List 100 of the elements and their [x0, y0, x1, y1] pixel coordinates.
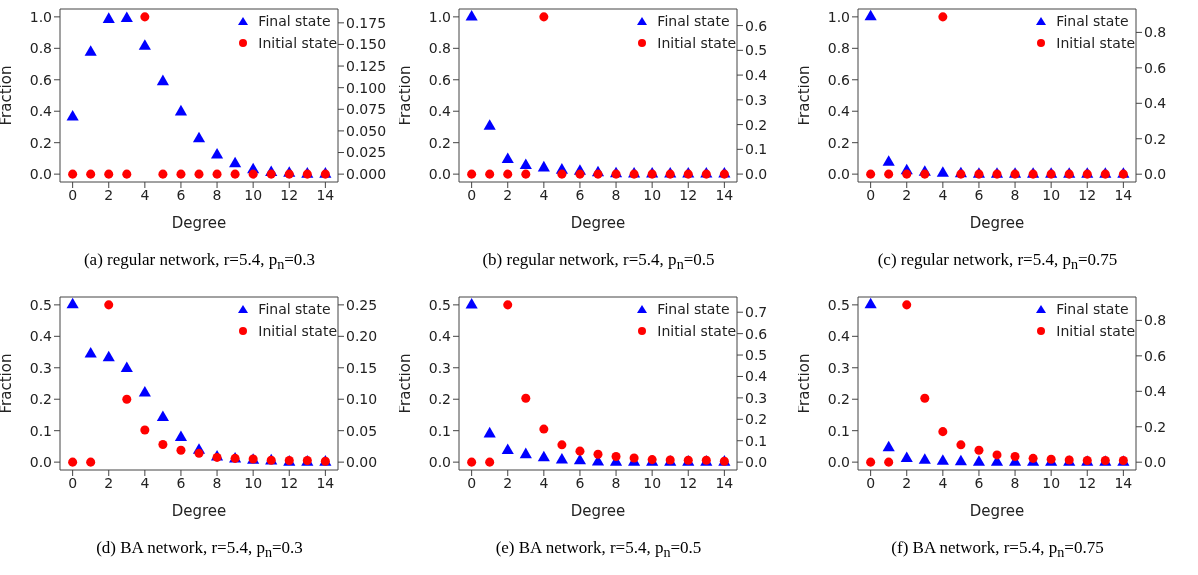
y2-tick-label: 0.0	[745, 453, 768, 470]
point	[66, 110, 79, 121]
x-axis-title: Degree	[171, 501, 227, 520]
x-axis-title: Degree	[171, 214, 227, 232]
point	[902, 299, 912, 309]
point	[954, 454, 967, 465]
point	[120, 11, 133, 23]
legend-label: Final state	[258, 12, 331, 31]
point	[557, 439, 567, 449]
point	[483, 426, 496, 437]
y2-tick-label: 0.0	[745, 166, 768, 183]
y2-tick-label: 0.15	[346, 359, 378, 376]
point	[68, 457, 78, 467]
x-tick-label: 14	[1114, 474, 1133, 491]
point	[120, 360, 133, 372]
point	[140, 425, 150, 435]
x-tick-label: 2	[104, 186, 114, 203]
y-tick-label: 0.2	[428, 134, 451, 151]
y-tick-label: 0.3	[428, 359, 451, 376]
point	[192, 131, 206, 143]
y2-tick-label: 0.6	[745, 17, 768, 34]
point	[593, 449, 603, 459]
y-tick-label: 0.2	[428, 390, 451, 407]
point	[104, 299, 114, 309]
y-tick-label: 0.1	[827, 422, 850, 439]
point	[501, 152, 514, 163]
y-tick-label: 0.6	[827, 71, 851, 88]
y-tick-label: 0.4	[428, 103, 452, 120]
y2-tick-label: 0.1	[745, 432, 768, 449]
x-tick-label: 14	[715, 186, 734, 203]
y-tick-label: 0.0	[827, 453, 850, 470]
y2-tick-label: 0.3	[745, 389, 768, 406]
y-tick-label: 0.0	[428, 453, 451, 470]
legend-label: Final state	[1056, 299, 1129, 319]
x-tick-label: 10	[244, 474, 263, 491]
legend-label: Final state	[657, 12, 730, 31]
point	[174, 104, 188, 116]
y-tick-label: 0.6	[428, 71, 452, 88]
x-tick-label: 0	[467, 186, 477, 203]
y-tick-label: 0.8	[29, 40, 52, 57]
x-tick-label: 14	[316, 186, 335, 203]
point	[537, 450, 550, 461]
point	[539, 424, 549, 434]
point	[575, 446, 585, 456]
y-tick-label: 1.0	[428, 8, 451, 25]
y-tick-label: 0.2	[29, 134, 52, 151]
y2-tick-label: 0.2	[1144, 130, 1167, 147]
text: (c) regular network, r=5.4, p$_{n}$=0.75	[876, 250, 1119, 274]
x-tick-label: 6	[575, 186, 585, 203]
point	[86, 457, 96, 467]
point	[465, 297, 478, 308]
y2-tick-label: 0.25	[346, 296, 378, 313]
point	[503, 299, 513, 309]
point	[84, 45, 97, 56]
x-axis-title: Degree	[570, 501, 626, 520]
x-tick-label: 10	[1042, 186, 1061, 203]
x-axis-title: Degree	[969, 214, 1025, 232]
point	[866, 457, 876, 467]
x-tick-label: 6	[974, 474, 984, 491]
y2-tick-label: 0.7	[745, 303, 768, 320]
point	[229, 156, 242, 168]
point	[882, 155, 895, 166]
x-tick-label: 12	[679, 474, 698, 491]
x-tick-label: 12	[1078, 474, 1097, 491]
y-tick-label: 0.8	[827, 40, 850, 57]
y-tick-label: 0.2	[827, 134, 850, 151]
y2-tick-label: 0.6	[1144, 59, 1167, 76]
y2-tick-label: 0.100	[346, 79, 387, 96]
point	[938, 426, 948, 436]
y-tick-label: 0.0	[827, 166, 850, 183]
y2-tick-label: 0.025	[346, 144, 387, 161]
x-tick-label: 0	[467, 474, 477, 491]
y-tick-label: 0.4	[29, 327, 53, 344]
y2-tick-label: 0.5	[745, 346, 768, 363]
point	[156, 409, 169, 421]
y-tick-label: 0.6	[29, 71, 53, 88]
x-tick-label: 4	[140, 186, 150, 203]
y-tick-label: 0.4	[827, 103, 851, 120]
point	[176, 445, 186, 455]
x-tick-label: 14	[715, 474, 734, 491]
y2-tick-label: 0.150	[346, 36, 387, 53]
point	[483, 119, 496, 130]
point	[864, 297, 877, 308]
y-tick-label: 0.8	[428, 40, 451, 57]
y2-tick-label: 0.1	[745, 141, 768, 158]
point	[122, 394, 132, 404]
y2-tick-label: 0.4	[1144, 95, 1167, 112]
point	[519, 447, 532, 458]
point	[210, 148, 224, 159]
x-tick-label: 6	[176, 186, 186, 203]
y2-tick-label: 0.4	[1144, 382, 1167, 399]
y2-tick-label: 0.05	[346, 422, 378, 439]
point	[138, 39, 151, 50]
x-tick-label: 14	[1114, 186, 1133, 203]
point	[465, 9, 478, 21]
point	[467, 457, 477, 467]
legend-label: Final state	[657, 299, 730, 319]
x-tick-label: 8	[1010, 474, 1020, 491]
x-axis-title: Degree	[570, 214, 626, 232]
legend-label: Initial state	[1056, 321, 1135, 341]
